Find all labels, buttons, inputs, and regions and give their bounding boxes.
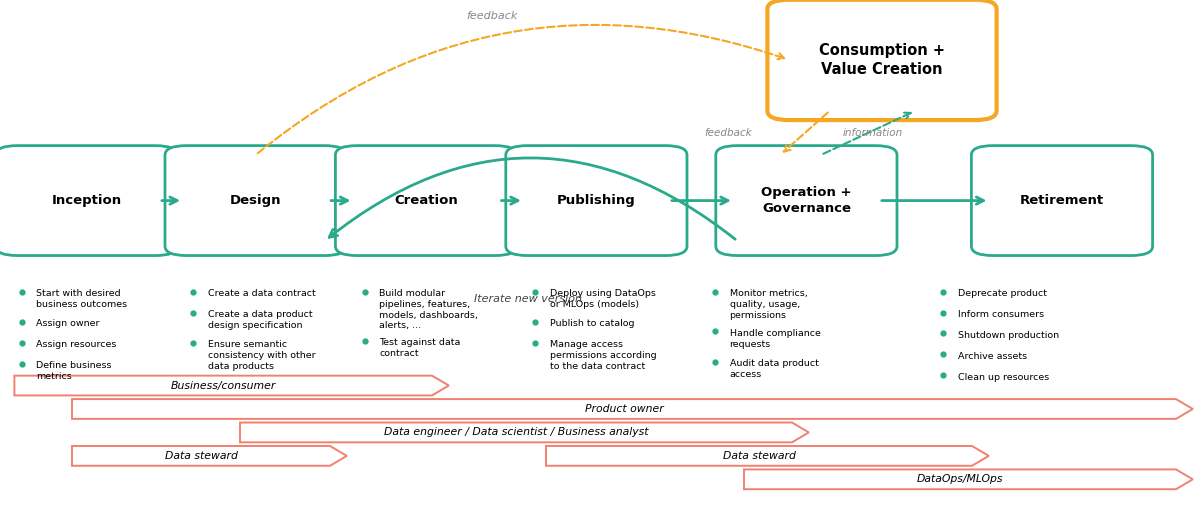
Text: Monitor metrics,
quality, usage,
permissions: Monitor metrics, quality, usage, permiss… bbox=[730, 289, 808, 320]
Text: Create a data contract: Create a data contract bbox=[208, 289, 316, 298]
Text: Create a data product
design specification: Create a data product design specificati… bbox=[208, 310, 312, 330]
Text: Ensure semantic
consistency with other
data products: Ensure semantic consistency with other d… bbox=[208, 340, 316, 371]
Polygon shape bbox=[546, 446, 989, 466]
Text: Start with desired
business outcomes: Start with desired business outcomes bbox=[36, 289, 127, 309]
Text: Test against data
contract: Test against data contract bbox=[379, 338, 461, 358]
Text: information: information bbox=[842, 128, 902, 138]
Text: Data steward: Data steward bbox=[164, 451, 238, 461]
Text: Deploy using DataOps
or MLOps (models): Deploy using DataOps or MLOps (models) bbox=[550, 289, 655, 309]
Text: Retirement: Retirement bbox=[1020, 194, 1104, 207]
Text: Assign owner: Assign owner bbox=[36, 319, 100, 328]
FancyBboxPatch shape bbox=[506, 146, 686, 256]
FancyBboxPatch shape bbox=[336, 146, 517, 256]
Text: Data steward: Data steward bbox=[722, 451, 796, 461]
Polygon shape bbox=[240, 423, 809, 442]
Text: feedback: feedback bbox=[467, 10, 517, 21]
Text: Product owner: Product owner bbox=[584, 404, 664, 414]
FancyBboxPatch shape bbox=[716, 146, 898, 256]
Text: Inception: Inception bbox=[52, 194, 121, 207]
Text: Consumption +
Value Creation: Consumption + Value Creation bbox=[818, 43, 946, 77]
Text: Assign resources: Assign resources bbox=[36, 340, 116, 349]
Text: Design: Design bbox=[230, 194, 281, 207]
Text: Operation +
Governance: Operation + Governance bbox=[761, 186, 852, 215]
Text: Shutdown production: Shutdown production bbox=[958, 331, 1058, 340]
Polygon shape bbox=[72, 446, 347, 466]
Text: Clean up resources: Clean up resources bbox=[958, 373, 1049, 381]
FancyBboxPatch shape bbox=[972, 146, 1153, 256]
Text: Archive assets: Archive assets bbox=[958, 352, 1027, 361]
Text: Publishing: Publishing bbox=[557, 194, 636, 207]
Text: Audit data product
access: Audit data product access bbox=[730, 359, 818, 379]
Text: Business/consumer: Business/consumer bbox=[170, 380, 276, 391]
Polygon shape bbox=[744, 469, 1193, 489]
Text: Deprecate product: Deprecate product bbox=[958, 289, 1046, 298]
Polygon shape bbox=[72, 399, 1193, 419]
Text: Data engineer / Data scientist / Business analyst: Data engineer / Data scientist / Busines… bbox=[384, 427, 648, 438]
Text: DataOps/MLOps: DataOps/MLOps bbox=[917, 474, 1003, 485]
Text: Manage access
permissions according
to the data contract: Manage access permissions according to t… bbox=[550, 340, 656, 371]
Text: Inform consumers: Inform consumers bbox=[958, 310, 1044, 319]
FancyBboxPatch shape bbox=[0, 146, 178, 256]
Text: Creation: Creation bbox=[394, 194, 458, 207]
Text: feedback: feedback bbox=[704, 128, 752, 138]
Text: Handle compliance
requests: Handle compliance requests bbox=[730, 329, 821, 349]
Text: Build modular
pipelines, features,
models, dashboards,
alerts, ...: Build modular pipelines, features, model… bbox=[379, 289, 478, 330]
Polygon shape bbox=[14, 376, 449, 395]
Text: Define business
metrics: Define business metrics bbox=[36, 361, 112, 381]
Text: Publish to catalog: Publish to catalog bbox=[550, 319, 634, 328]
FancyBboxPatch shape bbox=[166, 146, 347, 256]
FancyBboxPatch shape bbox=[768, 0, 997, 120]
Text: Iterate new version: Iterate new version bbox=[474, 294, 582, 304]
